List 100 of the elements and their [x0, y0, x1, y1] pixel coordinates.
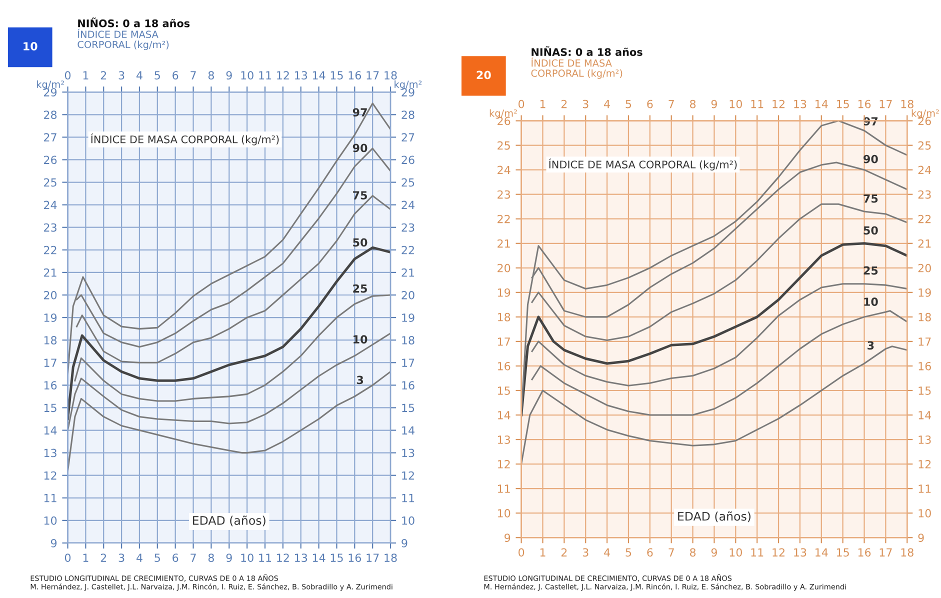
x-tick-label: 2 — [561, 548, 567, 556]
x-tick-label: 12 — [277, 554, 289, 562]
y-tick-label: 10 — [498, 509, 510, 518]
y2-tick-label: 15 — [918, 386, 931, 395]
series-label: 25 — [864, 266, 878, 275]
series-label: 75 — [353, 191, 367, 200]
x-tick-label: 16 — [348, 554, 362, 562]
y2-tick-label: 25 — [918, 141, 931, 150]
x-tick-label: 7 — [668, 548, 674, 556]
x2-tick-label: 13 — [295, 71, 308, 80]
x2-tick-label: 0 — [518, 100, 524, 108]
x2-tick-label: 2 — [561, 100, 567, 108]
x-tick-label: 18 — [384, 554, 397, 562]
y-tick-label: 25 — [44, 178, 56, 187]
y-tick-label: 11 — [44, 494, 56, 502]
x2-tick-label: 10 — [241, 71, 254, 80]
x2-tick-label: 16 — [858, 100, 871, 108]
x-tick-label: 1 — [83, 554, 88, 562]
y2-tick-label: 20 — [402, 290, 414, 300]
x2-tick-label: 14 — [312, 71, 326, 80]
x2-tick-label: 12 — [772, 100, 784, 108]
y2-tick-label: 24 — [402, 200, 414, 210]
y-tick-label: 14 — [44, 426, 57, 434]
y-tick-label: 9 — [504, 534, 510, 542]
y2-tick-label: 16 — [402, 381, 414, 390]
annotation: ÍNDICE DE MASA CORPORAL (kg/m²) — [549, 158, 737, 170]
x2-tick-label: 18 — [384, 71, 397, 80]
x-tick-label: 9 — [226, 554, 232, 562]
x2-tick-label: 3 — [582, 100, 588, 108]
y-tick-label: 21 — [498, 239, 510, 248]
y-tick-label: 23 — [498, 190, 510, 199]
y2-tick-label: 19 — [918, 288, 931, 297]
y-tick-label: 10 — [44, 516, 57, 525]
y-axis-title: kg/m² — [490, 109, 517, 119]
x2-tick-label: 7 — [668, 100, 674, 108]
x-tick-label: 10 — [730, 548, 742, 557]
x2-tick-label: 9 — [226, 71, 232, 80]
x2-tick-label: 2 — [100, 71, 106, 80]
y-tick-label: 22 — [44, 246, 56, 254]
y-tick-label: 26 — [498, 116, 510, 126]
x-tick-label: 6 — [172, 554, 178, 562]
x2-tick-label: 10 — [730, 100, 742, 108]
y2-tick-label: 23 — [402, 223, 414, 232]
y2-tick-label: 9 — [918, 534, 924, 542]
x2-tick-label: 17 — [880, 100, 892, 108]
y-tick-label: 19 — [498, 288, 510, 297]
x-tick-label: 18 — [901, 548, 914, 557]
y-tick-label: 21 — [44, 268, 56, 277]
y-tick-label: 17 — [44, 358, 56, 367]
series-label: 50 — [864, 226, 878, 235]
y-tick-label: 27 — [44, 133, 56, 142]
y2-axis-title: kg/m² — [394, 80, 422, 90]
x2-tick-label: 8 — [208, 71, 214, 80]
x-tick-label: 17 — [880, 548, 892, 556]
y-tick-label: 12 — [44, 471, 56, 480]
x-tick-label: 2 — [100, 554, 106, 562]
series-label: 3 — [356, 376, 364, 384]
y2-tick-label: 27 — [402, 133, 414, 142]
x2-tick-label: 13 — [794, 100, 806, 108]
x-tick-label: 4 — [136, 554, 142, 562]
x-tick-label: 14 — [816, 548, 828, 556]
x2-tick-label: 18 — [901, 100, 914, 108]
y-tick-label: 24 — [498, 166, 510, 174]
annotation: ÍNDICE DE MASA CORPORAL (kg/m²) — [91, 134, 279, 146]
y-tick-label: 13 — [44, 448, 56, 458]
x2-tick-label: 1 — [83, 71, 88, 80]
x2-tick-label: 17 — [366, 71, 379, 80]
series-label: 75 — [864, 194, 878, 203]
text: 20 — [476, 70, 491, 80]
x-tick-label: 13 — [794, 548, 806, 557]
text: 10 — [24, 42, 38, 50]
y-tick-label: 23 — [44, 223, 56, 232]
y2-tick-label: 13 — [918, 436, 931, 444]
y2-tick-label: 23 — [918, 190, 931, 199]
y-tick-label: 25 — [498, 141, 510, 150]
y-tick-label: 18 — [498, 312, 510, 322]
x2-tick-label: 11 — [751, 100, 764, 108]
y-tick-label: 11 — [498, 484, 510, 493]
x2-tick-label: 11 — [259, 71, 272, 80]
y2-tick-label: 29 — [402, 88, 414, 96]
y-tick-label: 12 — [498, 460, 510, 468]
x2-tick-label: 3 — [118, 71, 124, 80]
y2-tick-label: 17 — [402, 358, 414, 367]
y2-tick-label: 22 — [402, 246, 414, 254]
y-tick-label: 17 — [498, 338, 510, 346]
y-tick-label: 15 — [44, 404, 56, 412]
y-tick-label: 13 — [498, 436, 510, 444]
x-tick-label: 3 — [582, 548, 588, 557]
y-tick-label: 29 — [44, 88, 57, 96]
y2-tick-label: 12 — [918, 460, 931, 468]
x-tick-label: 8 — [208, 554, 214, 562]
x2-tick-label: 8 — [690, 100, 696, 108]
y-tick-label: 18 — [44, 336, 57, 344]
y-tick-label: 24 — [44, 200, 57, 210]
x-tick-label: 5 — [154, 554, 160, 562]
series-label: 90 — [352, 144, 368, 152]
y-tick-label: 26 — [44, 156, 57, 164]
y-tick-label: 16 — [498, 362, 510, 370]
y2-tick-label: 17 — [918, 338, 931, 346]
x2-tick-label: 4 — [136, 71, 142, 80]
